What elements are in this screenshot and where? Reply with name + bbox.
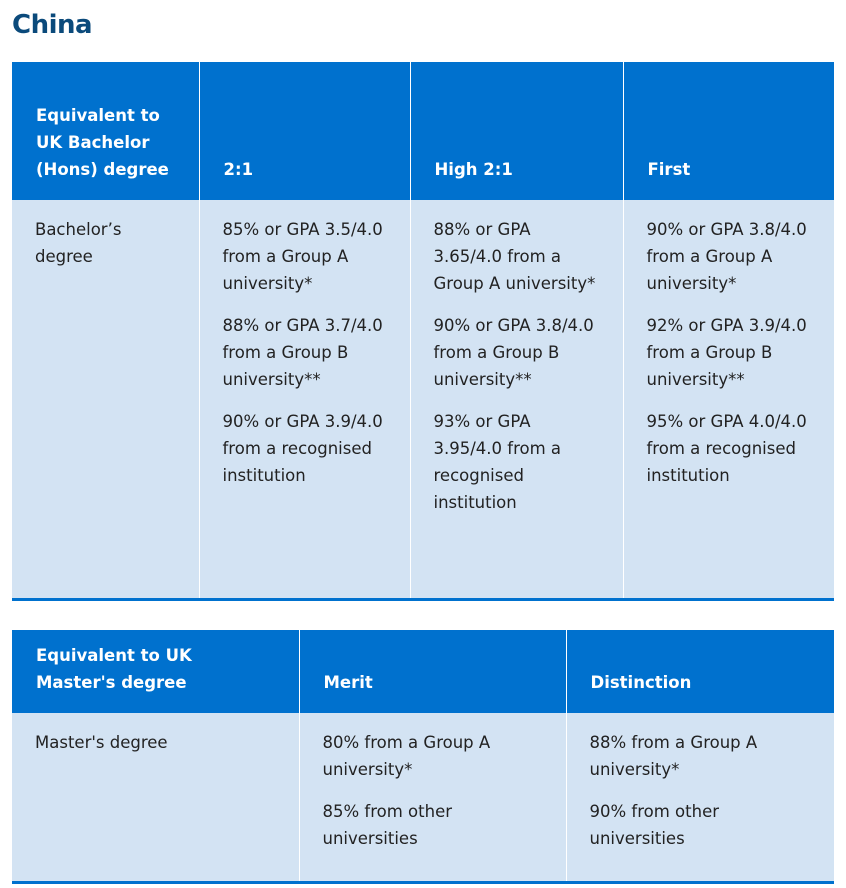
header-cell: Equivalent to UK Master's degree (12, 630, 299, 713)
cell-text: 92% or GPA 3.9/4.0 from a Group B univer… (646, 316, 807, 389)
body-row: Master's degree 80% from a Group A univer… (12, 713, 834, 882)
body-cell: 90% or GPA 3.8/4.0 from a Group A univer… (622, 200, 834, 599)
cell-text: 90% from other universities (589, 802, 720, 848)
body-cell: 80% from a Group A university* 85% from o… (298, 713, 566, 882)
header-row: Equivalent to UK Master's degree Merit Dis… (12, 630, 834, 713)
body-cell: 88% or GPA 3.65/4.0 from a Group A unive… (409, 200, 623, 599)
grade-table: Equivalent to UK Master's degree Merit Dis… (12, 630, 834, 884)
cell-text: 88% from a Group A university* (589, 733, 758, 779)
cell-text: 90% or GPA 3.9/4.0 from a recognised ins… (222, 412, 383, 485)
header-cell: Merit (298, 630, 566, 713)
cell-text: 88% or GPA 3.65/4.0 from a Group A unive… (433, 220, 596, 293)
header-cell: High 2:1 (409, 62, 623, 200)
cell-text: 93% or GPA 3.95/4.0 from a recognised in… (433, 412, 562, 512)
body-cell: Bachelor’s degree (12, 200, 199, 599)
page-title: China (12, 10, 93, 40)
cell-text: 90% or GPA 3.8/4.0 from a Group A univer… (646, 220, 807, 293)
header-cell: First (622, 62, 834, 200)
cell-text: 95% or GPA 4.0/4.0 from a recognised ins… (646, 412, 807, 485)
cell-text: 80% from a Group A university* (322, 733, 491, 779)
cell-text: 85% from other universities (322, 802, 453, 848)
cell-text: 85% or GPA 3.5/4.0 from a Group A univer… (222, 220, 383, 293)
header-cell: 2:1 (198, 62, 410, 200)
cell-text: 90% or GPA 3.8/4.0 from a Group B univer… (433, 316, 594, 389)
body-cell: Master's degree (12, 713, 299, 882)
body-cell: 85% or GPA 3.5/4.0 from a Group A univer… (198, 200, 410, 599)
body-cell: 88% from a Group A university* 90% from o… (565, 713, 834, 882)
header-cell: Equivalent to UK Bachelor (Hons) degree (12, 62, 199, 200)
grade-table: Equivalent to UK Bachelor (Hons) degree 2… (12, 62, 834, 601)
header-row: Equivalent to UK Bachelor (Hons) degree 2… (12, 62, 834, 200)
header-cell: Distinction (565, 630, 834, 713)
body-row: Bachelor’s degree 85% or GPA 3.5/4.0 from… (12, 200, 834, 599)
cell-text: Master's degree (35, 733, 168, 752)
cell-text: 88% or GPA 3.7/4.0 from a Group B univer… (222, 316, 383, 389)
cell-text: Bachelor’s degree (35, 220, 122, 266)
